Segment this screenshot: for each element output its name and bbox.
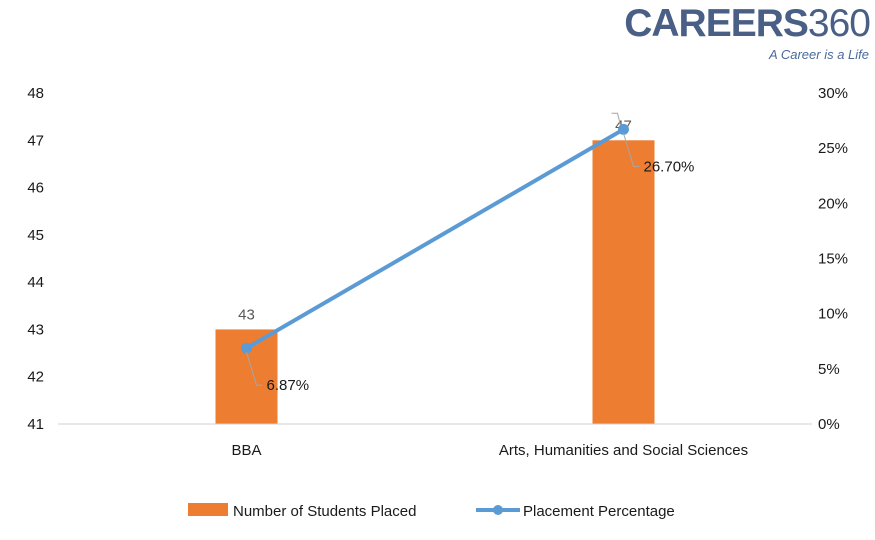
right-axis-tick-label: 25% — [818, 140, 848, 157]
legend-label-bar: Number of Students Placed — [233, 503, 416, 520]
left-axis-tick-label: 48 — [27, 85, 44, 102]
logo-wordmark: CAREERS360 — [624, 2, 871, 46]
bar-2 — [592, 140, 655, 425]
right-axis-tick-label: 10% — [818, 306, 848, 323]
left-axis-tick-label: 44 — [27, 274, 44, 291]
line-data-label: 6.87% — [267, 377, 310, 394]
legend-swatch-bar — [188, 503, 228, 516]
left-axis-tick-label: 41 — [27, 416, 44, 433]
left-axis-tick-label: 43 — [27, 321, 44, 338]
left-axis-tick-label: 45 — [27, 227, 44, 244]
line-data-label: 26.70% — [644, 158, 695, 175]
legend-label-line: Placement Percentage — [523, 503, 675, 520]
left-axis-tick-label: 46 — [27, 180, 44, 197]
left-axis-tick-label: 42 — [27, 369, 44, 386]
left-axis-tick-label: 47 — [27, 132, 44, 149]
category-label: Arts, Humanities and Social Sciences — [499, 442, 748, 459]
leader-line — [611, 112, 621, 126]
line-point-2 — [618, 123, 629, 135]
line-point-1 — [241, 342, 252, 354]
leader-line — [623, 133, 640, 167]
placement-percentage-line — [244, 127, 626, 351]
right-axis-tick-label: 5% — [818, 361, 840, 378]
legend-marker-line — [493, 505, 503, 515]
leader-line — [246, 352, 263, 386]
right-axis-tick-label: 20% — [818, 195, 848, 212]
logo-tagline: A Career is a Life — [769, 47, 869, 62]
bar-data-label: 43 — [238, 306, 255, 323]
logo-number: 360 — [807, 2, 871, 45]
category-label: BBA — [231, 442, 261, 459]
right-axis-tick-label: 0% — [818, 416, 840, 433]
right-axis-tick-label: 15% — [818, 251, 848, 268]
right-axis-tick-label: 30% — [818, 85, 848, 102]
logo-main-text: CAREERS — [624, 2, 809, 45]
